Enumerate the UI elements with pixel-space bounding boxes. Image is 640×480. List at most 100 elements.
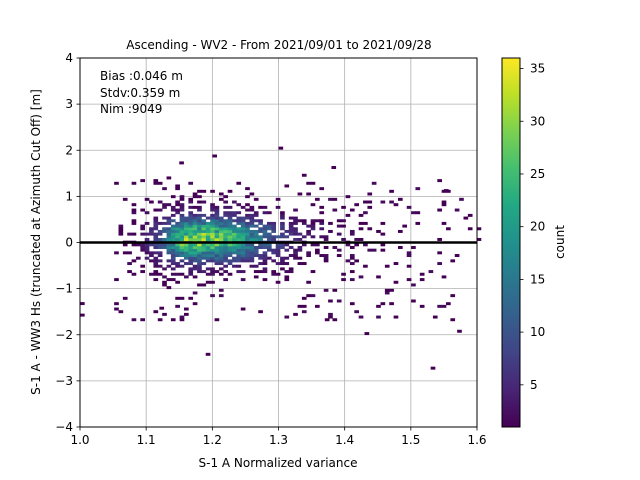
heatmap-cell [288,267,294,271]
heatmap-cell [197,267,202,271]
heatmap-cell [179,229,185,233]
heatmap-cell [328,299,333,303]
heatmap-cell [341,219,346,223]
heatmap-cell [393,262,399,266]
heatmap-cell [227,243,233,247]
heatmap-cell [184,237,189,241]
heatmap-cell [232,251,237,255]
y-tick-label: 4 [65,51,73,65]
heatmap-cell [232,243,237,247]
heatmap-cell [358,237,364,241]
plot-area: 1.0 1.1 1.2 1.3 1.4 1.5 1.6 −4 −3 −2 −1 0 1 2 3 4 [55,51,486,447]
heatmap-cell [240,216,246,220]
heatmap-cell [179,264,185,268]
heatmap-cell [149,200,154,204]
heatmap-cell [258,227,263,231]
heatmap-cell [245,254,250,258]
heatmap-cell [266,211,272,215]
heatmap-cell [253,213,259,217]
heatmap-cell [476,237,482,241]
heatmap-cell [131,181,137,185]
heatmap-cell [441,275,447,279]
heatmap-cell [310,270,316,274]
heatmap-cell [323,256,329,260]
heatmap-cell [245,235,250,239]
heatmap-cell [280,243,285,247]
heatmap-cell [218,248,224,252]
heatmap-cell [197,205,202,209]
x-tick-label: 1.5 [401,433,420,447]
colorbar-tick-label: 20 [530,220,545,234]
heatmap-cell [236,246,242,249]
heatmap-cell [218,216,224,220]
heatmap-cell [166,203,172,207]
heatmap-cell [210,243,215,247]
heatmap-cell [363,221,368,225]
heatmap-cell [184,312,189,316]
heatmap-cell [131,203,137,207]
heatmap-cell [306,192,311,196]
heatmap-cell [319,187,325,191]
heatmap-cell [323,237,329,241]
heatmap-cell [310,219,316,223]
heatmap-cell [179,254,185,258]
heatmap-cell [240,259,246,263]
heatmap-cell [411,283,416,287]
heatmap-cell [301,235,307,239]
heatmap-cell [406,264,412,268]
heatmap-cell [258,205,263,209]
heatmap-cell [197,195,202,199]
heatmap-cell [175,187,180,191]
heatmap-cell [210,227,215,231]
heatmap-cell [301,310,307,314]
heatmap-cell [175,254,180,258]
heatmap-cell [240,221,246,225]
heatmap-cell [227,205,233,209]
heatmap-cell [140,232,146,236]
heatmap-cell [218,243,224,247]
heatmap-cell [354,237,359,241]
heatmap-cell [214,211,220,215]
heatmap-cell [223,205,228,209]
heatmap-cell [166,176,172,180]
heatmap-cell [192,224,198,228]
heatmap-cell [245,203,250,207]
heatmap-cell [284,248,290,252]
heatmap-cell [280,256,285,260]
heatmap-cell [280,235,285,239]
x-tick-label: 1.1 [137,433,156,447]
x-tick-label: 1.2 [203,433,222,447]
heatmap-cell [192,216,198,220]
heatmap-cell [210,251,215,255]
heatmap-cell [197,262,202,266]
heatmap-cell [297,219,303,223]
heatmap-cell [179,315,185,319]
heatmap-cell [280,262,285,266]
heatmap-cell [205,280,211,284]
heatmap-cell [245,208,250,212]
heatmap-cell [236,270,242,274]
y-tick-label: 3 [65,97,73,111]
heatmap-cell [218,262,224,266]
heatmap-cell [218,235,224,239]
heatmap-cell [363,264,368,268]
heatmap-cell [323,246,329,249]
heatmap-cell [249,246,255,249]
heatmap-cell [170,267,176,271]
heatmap-cell [170,229,176,233]
heatmap-cell [476,227,482,231]
heatmap-cell [157,254,163,258]
heatmap-cell [341,205,346,209]
heatmap-cell [223,256,228,260]
heatmap-cell [323,235,329,239]
heatmap-cell [297,256,303,260]
heatmap-cell [179,318,185,322]
heatmap-cell [162,275,167,279]
heatmap-cell [140,243,146,247]
heatmap-cell [319,221,325,225]
heatmap-cell [140,246,146,249]
heatmap-cell [157,259,163,263]
heatmap-cell [354,310,359,314]
heatmap-cell [406,251,412,255]
heatmap-cell [157,181,163,185]
